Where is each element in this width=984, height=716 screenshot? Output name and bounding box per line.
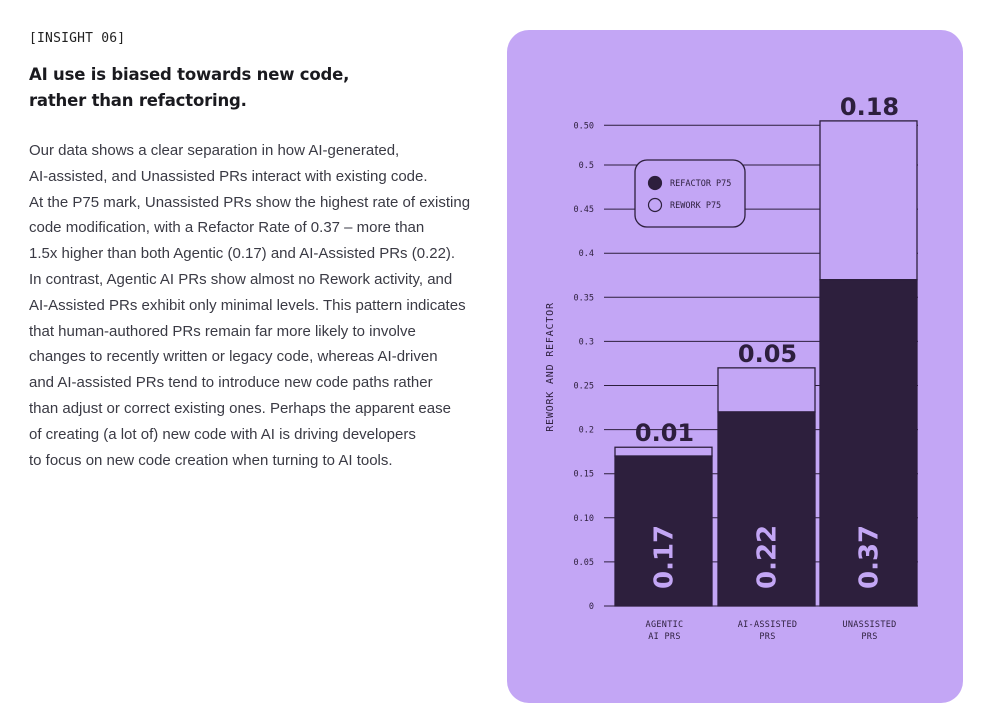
body-line: AI-assisted, and Unassisted PRs interact…: [29, 167, 428, 185]
x-category-label: PRS: [861, 632, 877, 642]
rework-refactor-chart: 0 0.05 0.10 0.15 0.2 0.25 0.3 0.35 0.4 0.45 0.5 0.5…: [545, 93, 918, 642]
rework-value-label: 0.01: [635, 419, 694, 447]
body-line: At the P75 mark, Unassisted PRs show the…: [29, 193, 471, 211]
legend-refactor-label: REFACTOR P75: [670, 179, 731, 189]
x-category-label: AGENTIC: [646, 620, 684, 630]
x-category-label: AI-ASSISTED: [738, 620, 798, 630]
bar-refactor: [717, 411, 816, 607]
bar-rework: [717, 367, 816, 413]
y-tick-label: 0.10: [574, 514, 594, 524]
insight-tag: [INSIGHT 06]: [29, 31, 126, 46]
legend-refactor-swatch: [647, 175, 663, 191]
bar-refactor: [819, 279, 918, 607]
y-axis-label: REWORK AND REFACTOR: [545, 302, 556, 432]
body-line: Our data shows a clear separation in how…: [29, 142, 400, 159]
x-category-label: AI PRS: [648, 632, 681, 642]
bar-refactor: [614, 455, 713, 607]
body-line: In contrast, Agentic AI PRs show almost …: [29, 270, 453, 288]
refactor-value-label: 0.37: [855, 525, 885, 589]
x-category-label: UNASSISTED: [842, 620, 896, 630]
legend-rework-label: REWORK P75: [670, 201, 721, 211]
bar-rework: [819, 120, 918, 281]
body-line: code modification, with a Refactor Rate …: [29, 219, 425, 237]
body-line: of creating (a lot of) new code with AI …: [29, 425, 416, 443]
y-tick-label: 0.25: [574, 382, 594, 392]
body-paragraph: Our data shows a clear separation in how…: [29, 138, 470, 473]
y-tick-label: 0.05: [574, 558, 594, 568]
body-line: 1.5x higher than both Agentic (0.17) and…: [29, 245, 456, 263]
body-line: to focus on new code creation when turni…: [29, 451, 393, 469]
y-tick-label: 0.5: [579, 161, 594, 171]
body-line: changes to recently written or legacy co…: [29, 348, 438, 366]
legend-box: [634, 159, 746, 228]
chart-panel: 0 0.05 0.10 0.15 0.2 0.25 0.3 0.35 0.4 0.45 0.5 0.5…: [507, 30, 963, 703]
refactor-value-label: 0.22: [753, 525, 783, 589]
heading-line: AI use is biased towards new code,: [29, 65, 350, 84]
y-tick-label: 0.2: [579, 426, 594, 436]
legend-rework-swatch: [647, 197, 663, 213]
y-tick-label: 0.4: [579, 249, 594, 259]
heading-line: rather than refactoring.: [29, 91, 247, 110]
y-tick-label: 0.15: [574, 470, 594, 480]
refactor-value-label: 0.17: [650, 525, 680, 589]
y-tick-label: 0.50: [574, 121, 594, 131]
y-tick-label: 0: [589, 602, 594, 612]
rework-value-label: 0.05: [738, 340, 797, 368]
rework-value-label: 0.18: [840, 93, 899, 121]
insight-heading: AI use is biased towards new code, rathe…: [29, 62, 349, 114]
body-line: and AI-assisted PRs tend to introduce ne…: [29, 374, 433, 392]
body-line: than adjust or correct existing ones. Pe…: [29, 399, 451, 417]
body-line: AI-Assisted PRs exhibit only minimal lev…: [29, 296, 466, 314]
y-tick-label: 0.45: [574, 205, 594, 215]
bar-rework: [614, 446, 713, 457]
y-tick-label: 0.3: [579, 337, 594, 347]
x-category-label: PRS: [759, 632, 775, 642]
y-tick-label: 0.35: [574, 293, 594, 303]
body-line: that human-authored PRs remain far more …: [29, 322, 416, 340]
